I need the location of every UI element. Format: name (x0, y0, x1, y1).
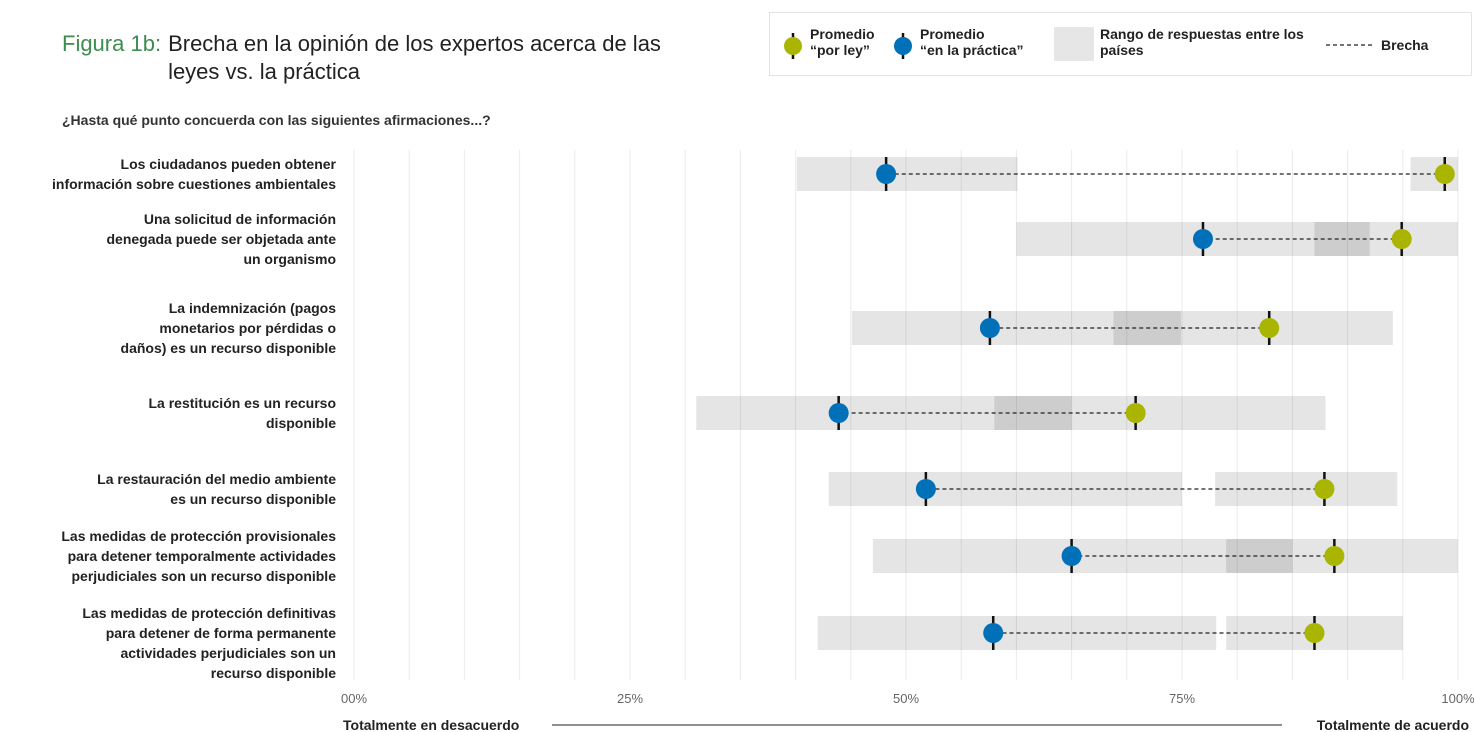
x-tick-label: 00% (341, 691, 367, 706)
x-tick-label: 25% (617, 691, 643, 706)
x-left-label: Totalmente en desacuerdo (343, 717, 519, 732)
category-label-line: actividades perjudiciales son un (120, 645, 336, 661)
category-label-line: Las medidas de protección definitivas (82, 605, 336, 621)
dot (1192, 229, 1213, 249)
figure-label: Figura 1b: (62, 31, 162, 56)
category-label-line: recurso disponible (210, 665, 336, 681)
category-label: La restauración del medio ambiente es un … (97, 469, 336, 509)
category-label: La restitución es un recurso disponible (149, 393, 337, 433)
category-label: Una solicitud de información denegada pue… (106, 209, 336, 269)
dot (1314, 479, 1335, 499)
range-bar (828, 472, 1182, 506)
dot (979, 318, 1000, 338)
category-label-line: para detener de forma permanente (105, 625, 336, 641)
header: Figura 1b: Brecha en la opinión de los e… (62, 30, 708, 86)
category-label-line: Una solicitud de información (143, 211, 336, 227)
category-label-line: para detener temporalmente actividades (67, 548, 336, 564)
category-label-line: Las medidas de protección provisionales (61, 528, 336, 544)
legend-label: Rango de respuestas entre los países (1100, 26, 1304, 58)
dot (876, 164, 897, 184)
dot (1324, 546, 1345, 566)
category-label: Las medidas de protección definitivas par… (82, 603, 336, 683)
category-label-line: La restauración del medio ambiente (97, 471, 336, 487)
category-label: Los ciudadanos pueden obtener información… (52, 154, 336, 194)
dot (1125, 403, 1146, 423)
x-tick-label: 100% (1441, 691, 1474, 706)
x-right-label: Totalmente de acuerdo (1317, 717, 1469, 732)
range-bar (1215, 472, 1398, 506)
dot (915, 479, 936, 499)
chart-title: Brecha en la opinión de los expertos ace… (168, 31, 661, 84)
category-label-line: información sobre cuestiones ambientales (52, 176, 336, 192)
category-label: Las medidas de protección provisionales p… (61, 526, 336, 586)
category-label-line: La restitución es un recurso (148, 395, 337, 411)
category-label-line: un organismo (243, 251, 336, 267)
category-label: La indemnización (pagos monetarios por pé… (121, 298, 336, 358)
x-tick-label: 75% (1169, 691, 1195, 706)
category-label-line: Los ciudadanos pueden obtener (120, 156, 336, 172)
legend: Promedio “por ley” Promedio “en la práct… (769, 12, 1472, 76)
legend-label: Promedio “en la práctica” (920, 26, 1024, 58)
category-label-line: disponible (266, 415, 336, 431)
legend-symbols (784, 27, 1373, 61)
category-label-line: denegada puede ser objetada ante (106, 231, 336, 247)
category-label-line: perjudiciales son un recurso disponible (71, 568, 336, 584)
dot (1259, 318, 1280, 338)
dot (1434, 164, 1455, 184)
dot (1304, 623, 1325, 643)
dot (983, 623, 1004, 643)
legend-label: Brecha (1381, 37, 1429, 53)
legend-label: Promedio “por ley” (810, 26, 875, 58)
x-tick-label: 50% (893, 691, 919, 706)
dot (1391, 229, 1412, 249)
category-label-line: es un recurso disponible (170, 491, 336, 507)
dot (828, 403, 849, 423)
category-label-line: monetarios por pérdidas o (159, 320, 336, 336)
category-label-line: daños) es un recurso disponible (120, 340, 336, 356)
dot (1061, 546, 1082, 566)
range-bar (796, 157, 1018, 191)
range-bar (872, 539, 1293, 573)
subtitle: ¿Hasta qué punto concuerda con las sigui… (62, 112, 491, 128)
category-label-line: La indemnización (pagos (168, 300, 336, 316)
